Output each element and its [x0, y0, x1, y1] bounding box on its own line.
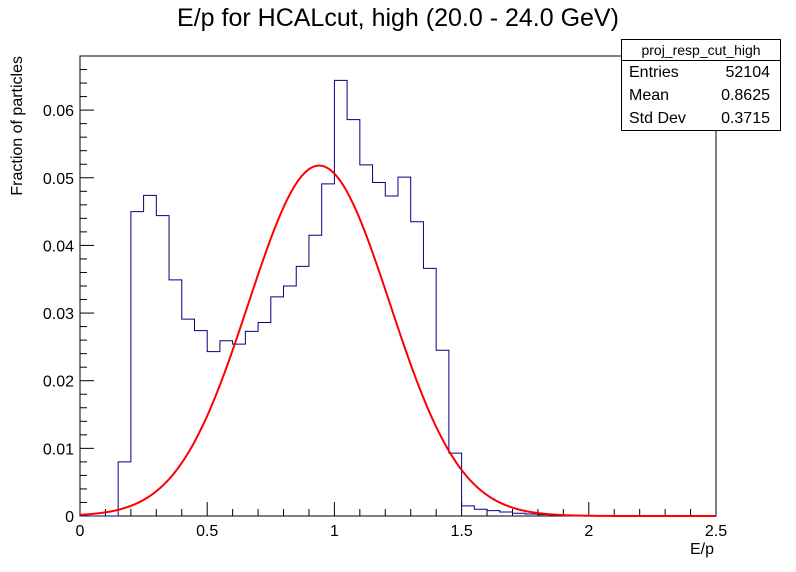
chart-title: E/p for HCALcut, high (20.0 - 24.0 GeV): [177, 4, 619, 32]
gaussian-fit-series: [79, 164, 716, 517]
stats-label: Std Dev: [629, 110, 686, 127]
fit-curve: [79, 164, 716, 517]
x-tick-label: 2: [584, 523, 593, 540]
y-tick-label: 0.02: [43, 374, 74, 391]
histogram-series: [80, 79, 716, 517]
x-tick-label: 0.5: [196, 523, 218, 540]
stats-box-name: proj_resp_cut_high: [622, 40, 780, 61]
x-tick-label: 1.5: [450, 523, 472, 540]
stats-row-stddev: Std Dev 0.3715: [622, 107, 780, 130]
y-axis-label: Fraction of particles: [9, 56, 26, 196]
y-axis: 0 0.01 0.02 0.03 0.04 0.05 0.06: [43, 55, 94, 526]
x-tick-label: 2.5: [705, 523, 727, 540]
x-axis: 0 0.5 1 1.5 2 2.5: [76, 502, 727, 540]
stats-box: proj_resp_cut_high Entries 52104 Mean 0.…: [621, 39, 781, 131]
y-tick-label: 0.06: [43, 103, 74, 120]
y-tick-label: 0.05: [43, 171, 74, 188]
stats-row-entries: Entries 52104: [622, 61, 780, 84]
stats-value: 0.8625: [721, 87, 770, 104]
x-tick-label: 1: [330, 523, 339, 540]
histogram-outline: [80, 79, 716, 517]
stats-value: 52104: [725, 64, 771, 81]
stats-label: Entries: [629, 64, 679, 81]
stats-value: 0.3715: [721, 110, 770, 127]
y-tick-label: 0.01: [43, 441, 74, 458]
y-tick-label: 0.03: [43, 306, 74, 323]
x-axis-label: E/p: [690, 541, 714, 558]
x-tick-label: 0: [76, 523, 85, 540]
y-tick-label: 0.04: [43, 238, 74, 255]
y-tick-label: 0: [65, 509, 74, 526]
stats-row-mean: Mean 0.8625: [622, 84, 780, 107]
stats-label: Mean: [629, 87, 670, 104]
